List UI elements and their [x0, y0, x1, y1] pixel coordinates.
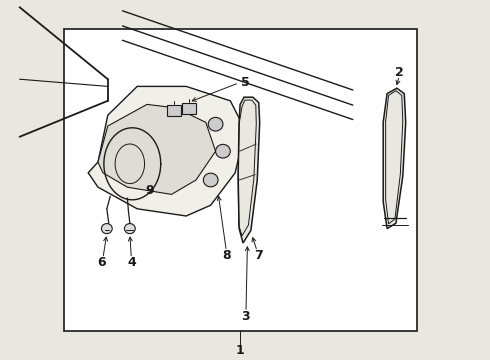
Bar	[167, 105, 181, 116]
Ellipse shape	[124, 224, 135, 234]
Polygon shape	[98, 104, 216, 194]
Text: 1: 1	[236, 345, 245, 357]
Ellipse shape	[208, 117, 223, 131]
Ellipse shape	[203, 173, 218, 187]
Bar	[182, 103, 196, 114]
Polygon shape	[88, 86, 245, 216]
Text: 6: 6	[98, 256, 106, 269]
Text: 2: 2	[395, 66, 404, 78]
Text: 5: 5	[241, 76, 249, 89]
Ellipse shape	[216, 144, 230, 158]
Ellipse shape	[101, 224, 112, 234]
Bar	[64, 29, 416, 331]
Polygon shape	[238, 97, 260, 243]
Polygon shape	[383, 88, 406, 229]
Text: 3: 3	[241, 310, 249, 323]
Text: 8: 8	[222, 249, 231, 262]
Text: 4: 4	[127, 256, 136, 269]
Text: 7: 7	[254, 249, 263, 262]
Text: 9: 9	[145, 184, 154, 197]
